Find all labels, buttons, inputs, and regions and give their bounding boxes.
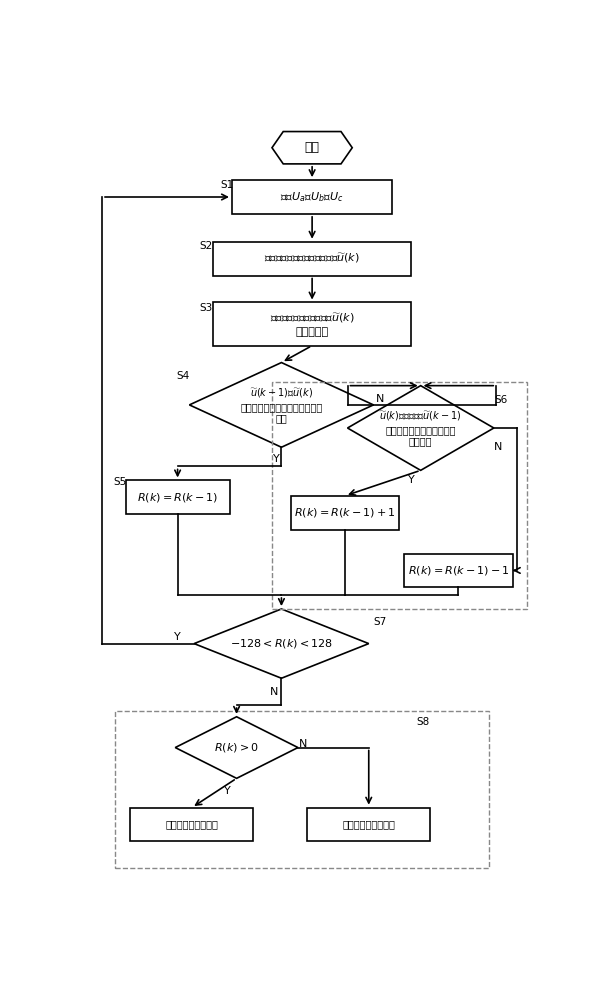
- Text: S3: S3: [200, 303, 213, 313]
- Text: S5: S5: [113, 477, 126, 487]
- Text: Y: Y: [174, 632, 181, 642]
- Text: 采样$U_a$、$U_b$、$U_c$: 采样$U_a$、$U_b$、$U_c$: [280, 190, 344, 204]
- Text: N: N: [495, 442, 503, 452]
- Bar: [272, 382, 527, 609]
- Bar: [125, 480, 230, 514]
- Text: $\widetilde{u}(k-1)$、$\widetilde{u}(k)$
所在的象限是否相同或互为对角
象限: $\widetilde{u}(k-1)$、$\widetilde{u}(k)$ …: [241, 387, 323, 423]
- Bar: [232, 180, 392, 214]
- Text: S8: S8: [416, 717, 429, 727]
- Text: 三相电处于逆序状态: 三相电处于逆序状态: [342, 820, 395, 830]
- Text: 开始: 开始: [304, 141, 320, 154]
- Polygon shape: [348, 386, 494, 470]
- Text: S1: S1: [220, 180, 233, 190]
- Text: Y: Y: [273, 454, 280, 464]
- Text: $R(k)=R(k-1)$: $R(k)=R(k-1)$: [137, 491, 218, 504]
- Text: S7: S7: [373, 617, 387, 627]
- Bar: [130, 808, 253, 841]
- Bar: [404, 554, 513, 587]
- Text: N: N: [270, 687, 278, 697]
- Text: 得到在平面内旋转的电压矢量$\widetilde{u}(k)$: 得到在平面内旋转的电压矢量$\widetilde{u}(k)$: [264, 252, 360, 265]
- Text: $R(k)=R(k-1)+1$: $R(k)=R(k-1)+1$: [294, 506, 396, 519]
- Text: $R(k)=R(k-1)-1$: $R(k)=R(k-1)-1$: [407, 564, 509, 577]
- Text: Y: Y: [408, 475, 415, 485]
- Text: S4: S4: [176, 371, 189, 381]
- Text: S6: S6: [495, 395, 508, 405]
- Text: 确定当前周期的电压矢量$\widetilde{u}(k)$
所在的象限: 确定当前周期的电压矢量$\widetilde{u}(k)$ 所在的象限: [270, 311, 354, 337]
- Text: $\widetilde{u}(k)$所在象限在$\widetilde{u}(k-1)$
所在象限沿着逆时针方向的
相邻象限: $\widetilde{u}(k)$所在象限在$\widetilde{u}(k-…: [379, 410, 462, 446]
- Bar: [213, 302, 411, 346]
- Bar: [213, 242, 411, 276]
- Polygon shape: [175, 717, 298, 778]
- Text: 三相电处于正序状态: 三相电处于正序状态: [165, 820, 218, 830]
- Bar: [291, 496, 400, 530]
- Text: N: N: [298, 739, 307, 749]
- Polygon shape: [194, 609, 369, 678]
- Polygon shape: [189, 363, 373, 447]
- Text: $-128<R(k)<128$: $-128<R(k)<128$: [230, 637, 333, 650]
- Text: S2: S2: [200, 241, 213, 251]
- Text: N: N: [376, 394, 385, 404]
- Text: $R(k)>0$: $R(k)>0$: [214, 741, 259, 754]
- Bar: [115, 711, 489, 868]
- Polygon shape: [272, 132, 352, 164]
- Bar: [308, 808, 430, 841]
- Text: Y: Y: [224, 786, 231, 796]
